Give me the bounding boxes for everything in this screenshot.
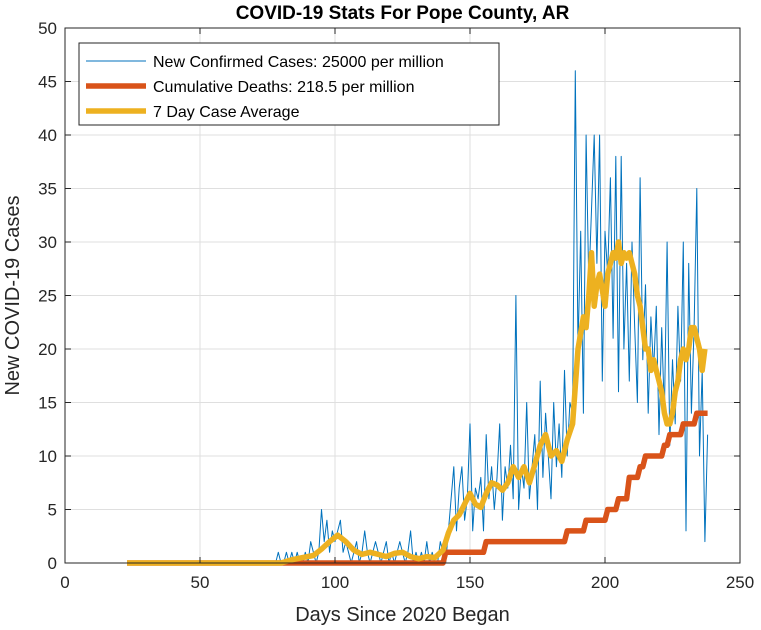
legend: New Confirmed Cases: 25000 per million C… — [78, 42, 500, 126]
series-line-new-cases — [127, 70, 709, 564]
y-axis-label: New COVID-19 Cases — [2, 195, 24, 395]
series-lines — [127, 70, 709, 566]
x-tick-label: 0 — [60, 573, 69, 592]
legend-label-deaths: Cumulative Deaths: 218.5 per million — [153, 79, 414, 96]
x-axis-label: Days Since 2020 Began — [295, 604, 510, 626]
y-tick-label: 10 — [38, 447, 57, 466]
x-tick-label: 200 — [591, 573, 619, 592]
chart-title: COVID-19 Stats For Pope County, AR — [236, 3, 570, 24]
x-tick-label: 50 — [191, 573, 210, 592]
x-tick-label: 250 — [726, 573, 754, 592]
legend-label-7-day-average: 7 Day Case Average — [153, 104, 300, 121]
y-tick-label: 40 — [38, 126, 57, 145]
y-tick-label: 45 — [38, 73, 57, 92]
y-tick-label: 25 — [38, 287, 57, 306]
series-line-7-day-average — [127, 239, 708, 566]
legend-box — [78, 42, 500, 126]
axis-ticks: 0 50 100 150 200 250 0 5 10 15 20 25 30 35 40 45 50 — [38, 19, 754, 592]
y-tick-label: 20 — [38, 340, 57, 359]
y-tick-label: 30 — [38, 233, 57, 252]
y-tick-label: 15 — [38, 394, 57, 413]
series-line-deaths — [127, 410, 708, 566]
y-tick-label: 5 — [48, 501, 57, 520]
y-tick-label: 0 — [48, 554, 57, 573]
y-tick-label: 50 — [38, 19, 57, 38]
x-tick-label: 150 — [456, 573, 484, 592]
legend-label-new-cases: New Confirmed Cases: 25000 per million — [153, 54, 444, 71]
x-tick-label: 100 — [321, 573, 349, 592]
y-tick-label: 35 — [38, 180, 57, 199]
